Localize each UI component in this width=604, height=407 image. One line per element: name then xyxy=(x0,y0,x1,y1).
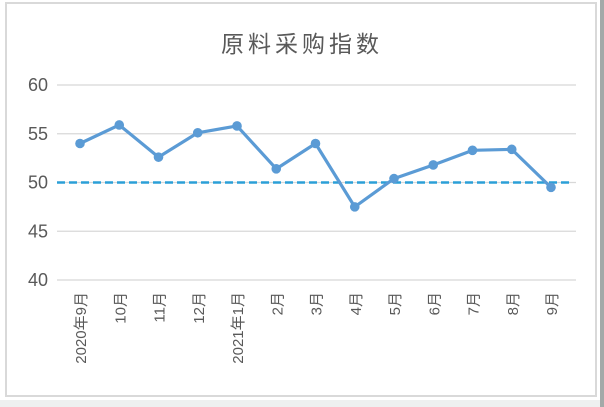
x-tick-label: 6月 xyxy=(426,292,443,315)
data-point-marker xyxy=(389,173,399,184)
x-tick-label: 4月 xyxy=(348,292,365,315)
data-point-marker xyxy=(232,121,242,131)
x-tick-label: 7月 xyxy=(466,292,483,315)
data-point-marker xyxy=(310,138,321,149)
x-tick-label: 3月 xyxy=(309,292,326,315)
x-tick-label: 10月 xyxy=(112,292,129,324)
data-point-marker xyxy=(192,127,203,138)
x-tick-label: 8月 xyxy=(505,292,522,315)
y-tick-label: 55 xyxy=(28,124,48,144)
y-tick-label: 45 xyxy=(28,221,48,241)
x-tick-label: 2020年9月 xyxy=(73,292,90,364)
data-point-marker xyxy=(271,164,282,174)
window-edge-scroll-strip xyxy=(600,0,604,407)
y-tick-label: 50 xyxy=(28,173,48,193)
chart-title: 原料采购指数 xyxy=(221,31,383,57)
y-tick-label: 40 xyxy=(28,270,48,290)
data-point-marker xyxy=(75,138,85,149)
x-tick-label: 9月 xyxy=(544,292,561,315)
data-point-marker xyxy=(546,182,556,193)
data-point-marker xyxy=(506,144,517,155)
x-tick-label: 2月 xyxy=(269,292,286,315)
x-tick-label: 11月 xyxy=(152,292,169,323)
data-point-marker xyxy=(428,160,439,170)
chart-frame xyxy=(5,2,597,397)
page-bottom-margin xyxy=(0,400,604,407)
data-point-marker xyxy=(114,120,125,130)
series-line xyxy=(78,123,553,209)
data-point-marker xyxy=(153,152,164,162)
x-tick-label: 12月 xyxy=(191,292,208,324)
data-point-marker xyxy=(467,145,478,156)
x-tick-label: 5月 xyxy=(387,292,404,315)
data-point-marker xyxy=(349,202,360,212)
x-tick-label: 2021年1月 xyxy=(230,292,247,364)
y-tick-label: 60 xyxy=(28,75,48,95)
